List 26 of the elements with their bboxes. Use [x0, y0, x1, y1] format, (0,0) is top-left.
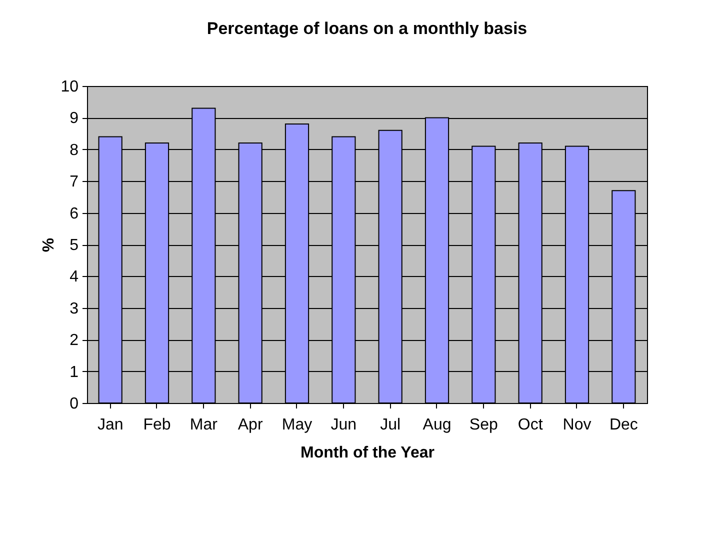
y-axis-title: %: [40, 238, 58, 252]
y-tick-label: 0: [70, 396, 79, 412]
x-tick-label: Nov: [562, 416, 592, 434]
x-tick-label: Aug: [422, 416, 452, 434]
y-tick-label: 8: [70, 142, 79, 159]
chart-title: Percentage of loans on a monthly basis: [206, 19, 528, 38]
x-tick-label: Sep: [469, 416, 498, 434]
x-tick-label: May: [282, 416, 312, 434]
y-tick-label: 7: [70, 174, 79, 191]
x-tick-label: Jun: [330, 416, 357, 434]
x-tick-label: Jul: [380, 416, 401, 434]
y-tick-label: 10: [60, 78, 79, 96]
x-tick-label: Mar: [190, 416, 218, 434]
x-tick-label: Apr: [238, 416, 264, 434]
x-tick-label: Jan: [97, 416, 124, 434]
y-tick-label: 4: [70, 268, 79, 286]
y-tick-label: 2: [70, 332, 79, 350]
y-tick-label: 3: [70, 300, 79, 318]
x-tick-label: Oct: [518, 416, 544, 434]
x-axis-title: Month of the Year: [300, 444, 434, 462]
y-tick-label: 5: [70, 237, 79, 254]
x-tick-label: Feb: [143, 416, 171, 434]
y-tick-label: 9: [70, 110, 79, 128]
x-tick-label: Dec: [609, 416, 638, 434]
y-tick-label: 6: [70, 205, 79, 222]
y-tick-label: 1: [70, 364, 79, 381]
